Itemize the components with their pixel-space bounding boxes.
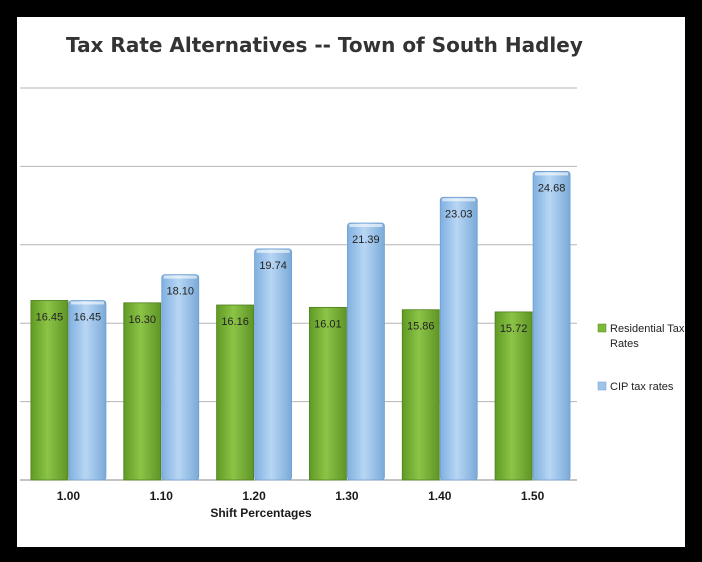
bar-residential: [123, 302, 162, 481]
bar-residential: [216, 304, 254, 481]
chart-canvas: Tax Rate Alternatives -- Town of South H…: [20, 33, 685, 520]
data-label-residential: 15.86: [407, 321, 435, 333]
data-label-residential: 16.16: [221, 316, 249, 328]
legend-swatch-cip: [597, 381, 607, 391]
data-label-residential: 15.72: [500, 323, 528, 335]
bar-residential: [401, 309, 440, 481]
bar-highlight: [256, 249, 290, 253]
x-tick-label: 1.00: [57, 489, 81, 503]
legend: Residential Tax Rates CIP tax rates: [597, 323, 685, 393]
data-label-cip: 23.03: [445, 208, 473, 220]
legend-swatch-residential: [597, 323, 607, 333]
bar-cip: [347, 222, 385, 481]
data-labels: 16.45 16.45 16.30 18.10 16.16 19.74 16.01 21.39…: [36, 182, 566, 334]
legend-label-cip: CIP tax rates: [610, 381, 674, 393]
bar-residential: [30, 300, 69, 481]
data-label-residential: 16.45: [36, 311, 64, 323]
x-tick-label: 1.10: [150, 489, 174, 503]
data-label-residential: 16.01: [314, 318, 342, 330]
bars: [30, 171, 571, 481]
chart-title: Tax Rate Alternatives -- Town of South H…: [66, 33, 583, 57]
bar-highlight: [349, 224, 383, 228]
bar-cip: [68, 300, 107, 481]
bar-residential: [494, 311, 533, 481]
x-tick-label: 1.30: [335, 489, 359, 503]
legend-label-residential-1: Residential Tax: [610, 323, 685, 335]
chart-frame: Tax Rate Alternatives -- Town of South H…: [17, 17, 685, 547]
x-axis-label: Shift Percentages: [210, 506, 312, 520]
data-label-cip: 19.74: [259, 260, 287, 272]
x-ticks: 1.00 1.10 1.20 1.30 1.40 1.50: [57, 489, 545, 503]
x-tick-label: 1.20: [242, 489, 266, 503]
bar-highlight: [535, 172, 569, 176]
bar-highlight: [442, 198, 476, 202]
bar-cip: [439, 196, 478, 481]
gridlines: [20, 87, 577, 481]
bar-highlight: [163, 275, 197, 279]
bar-residential: [309, 306, 347, 481]
bar-cip: [161, 274, 200, 481]
x-tick-label: 1.40: [428, 489, 452, 503]
bar-highlight: [70, 301, 104, 305]
data-label-cip: 24.68: [538, 182, 566, 194]
data-label-residential: 16.30: [128, 314, 156, 326]
data-label-cip: 16.45: [74, 311, 102, 323]
legend-label-residential-2: Rates: [610, 338, 639, 350]
x-tick-label: 1.50: [521, 489, 545, 503]
data-label-cip: 18.10: [166, 286, 194, 298]
bar-cip: [532, 171, 571, 481]
bar-cip: [254, 248, 292, 481]
data-label-cip: 21.39: [352, 234, 380, 246]
